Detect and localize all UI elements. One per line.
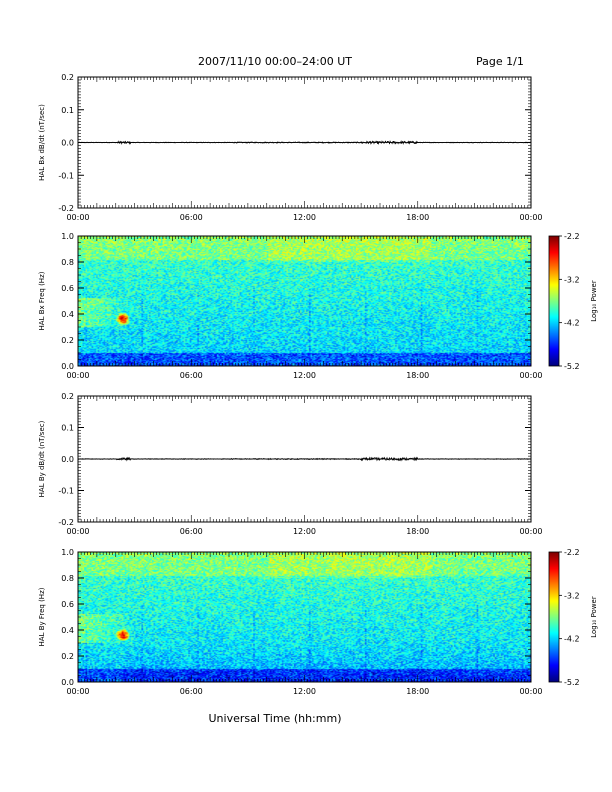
y-tick-label: 1.0 [61,232,74,241]
colorbar-tick-label: -3.2 [564,591,580,600]
colorbar-tick-label: -2.2 [564,232,580,241]
spectrogram-image [78,552,531,682]
colorbar-gradient [549,236,559,366]
y-tick-label: 0.6 [61,284,74,293]
x-tick-label: 00:00 [519,527,542,536]
y-axis-label: HAL By Freq (Hz) [38,587,46,646]
colorbar-tick-label: -4.2 [564,319,580,328]
y-axis-label: HAL By dB/dt (nT/sec) [38,420,46,497]
y-tick-label: -0.2 [58,518,74,527]
series-point [389,459,390,461]
y-tick-label: 0.0 [61,455,74,464]
y-tick-label: 0.2 [61,392,74,401]
colorbar-tick-label: -3.2 [564,275,580,284]
spectrogram-panel: -2.2 -3.2 -4.2 -5.2 Log₁₀ Power 1.0 0.8 0.6 0.4 0… [38,548,598,696]
series-point [370,457,371,459]
x-tick-label: 00:00 [519,687,542,696]
x-tick-label: 06:00 [180,687,203,696]
y-tick-label: -0.2 [58,204,74,213]
y-tick-label: 0.2 [61,73,74,82]
y-tick-label: 0.1 [61,106,74,115]
spectrogram-image [78,236,531,366]
x-axis-label: Universal Time (hh:mm) [209,712,342,725]
y-axis-label: HAL Bx dB/dt (nT/sec) [38,104,46,181]
panels: 0.20.10.0-0.1-0.200:00 06:00 12:00 18:00 00:… [38,73,598,696]
spectrogram-panel: -2.2 -3.2 -4.2 -5.2 Log₁₀ Power 1.0 0.8 0.6 0.4 0… [38,232,598,380]
y-tick-label: 0.8 [61,258,74,267]
page-number: Page 1/1 [476,55,524,68]
x-tick-label: 06:00 [180,371,203,380]
x-tick-label: 06:00 [180,213,203,222]
x-tick-label: 12:00 [293,687,316,696]
x-tick-label: 18:00 [406,213,429,222]
colorbar-frame [548,235,560,367]
x-tick-label: 00:00 [66,371,89,380]
x-tick-label: 18:00 [406,527,429,536]
y-tick-label: 1.0 [61,548,74,557]
y-tick-label: 0.2 [61,652,74,661]
y-tick-label: 0.0 [61,362,74,371]
y-axis-label: HAL Bx Freq (Hz) [38,271,46,330]
x-tick-label: 00:00 [66,527,89,536]
colorbar: -2.2 -3.2 -4.2 -5.2 Log₁₀ Power [548,232,598,371]
series-point [370,140,371,142]
x-tick-label: 18:00 [406,687,429,696]
colorbar-tick-label: -4.2 [564,635,580,644]
y-tick-label: 0.0 [61,678,74,687]
series-point [124,459,126,461]
colorbar-label: Log₁₀ Power [590,596,598,638]
y-tick-label: 0.4 [61,626,74,635]
x-tick-label: 18:00 [406,371,429,380]
y-tick-label: -0.1 [58,487,74,496]
colorbar-frame [548,551,560,683]
x-tick-label: 06:00 [180,527,203,536]
dbdt-panel: 0.20.10.0-0.1-0.200:00 06:00 12:00 18:00 00:… [38,392,543,536]
x-tick-label: 00:00 [519,371,542,380]
colorbar-tick-label: -2.2 [564,548,580,557]
series-point [389,143,390,145]
y-tick-label: 0.6 [61,600,74,609]
colorbar: -2.2 -3.2 -4.2 -5.2 Log₁₀ Power [548,548,598,687]
figure-title: 2007/11/10 00:00–24:00 UT [198,55,352,68]
y-tick-label: -0.1 [58,171,74,180]
x-tick-label: 00:00 [66,687,89,696]
x-tick-label: 12:00 [293,527,316,536]
colorbar-tick-label: -5.2 [564,362,580,371]
y-tick-label: 0.0 [61,139,74,148]
y-tick-label: 0.8 [61,574,74,583]
colorbar-label: Log₁₀ Power [590,280,598,322]
y-tick-label: 0.1 [61,424,74,433]
y-tick-label: 0.4 [61,310,74,319]
colorbar-gradient [549,552,559,682]
series-point [121,141,122,143]
x-tick-label: 12:00 [293,371,316,380]
x-tick-label: 00:00 [519,213,542,222]
series-point [121,457,122,459]
x-tick-label: 12:00 [293,213,316,222]
dbdt-panel: 0.20.10.0-0.1-0.200:00 06:00 12:00 18:00 00:… [38,73,543,222]
x-tick-label: 00:00 [66,213,89,222]
colorbar-tick-label: -5.2 [564,678,580,687]
y-tick-label: 0.2 [61,336,74,345]
series-point [124,142,126,144]
